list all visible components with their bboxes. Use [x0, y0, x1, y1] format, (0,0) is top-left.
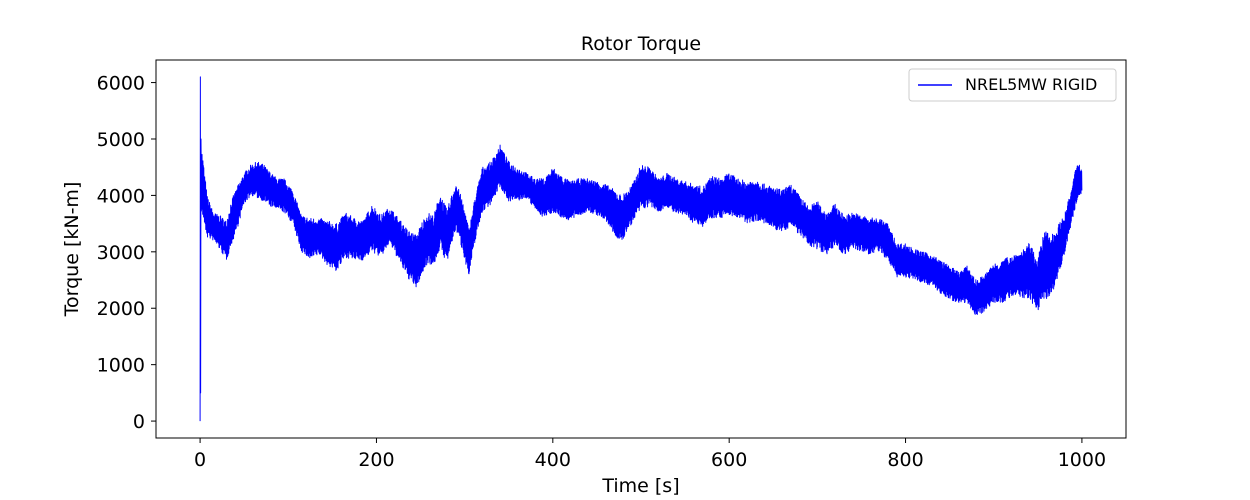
legend: NREL5MW RIGID: [908, 68, 1117, 102]
y-axis: 0 1000 2000 3000 4000 5000 6000: [97, 73, 156, 433]
y-tick-label: 1000: [97, 355, 145, 377]
legend-label: NREL5MW RIGID: [965, 75, 1097, 94]
x-tick-label: 200: [358, 449, 394, 471]
x-axis: 0 200 400 600 800 1000: [194, 438, 1106, 471]
y-tick-label: 5000: [97, 129, 145, 151]
x-tick-label: 0: [194, 449, 206, 471]
series-line-nrel5mw-rigid: [199, 76, 1083, 422]
legend-box: [908, 68, 1117, 102]
y-tick-label: 4000: [97, 185, 145, 207]
x-tick-label: 600: [711, 449, 747, 471]
x-tick-label: 1000: [1058, 449, 1106, 471]
y-tick-label: 3000: [97, 242, 145, 264]
chart-title: Rotor Torque: [581, 33, 701, 55]
y-tick-label: 2000: [97, 298, 145, 320]
y-tick-label: 6000: [97, 73, 145, 95]
y-tick-label: 0: [133, 411, 145, 433]
plot-area: [199, 76, 1083, 422]
x-axis-label: Time [s]: [601, 475, 679, 497]
x-tick-label: 800: [887, 449, 923, 471]
x-tick-label: 400: [535, 449, 571, 471]
axes-frame: [155, 59, 1127, 439]
y-axis-label: Torque [kN-m]: [61, 182, 83, 318]
